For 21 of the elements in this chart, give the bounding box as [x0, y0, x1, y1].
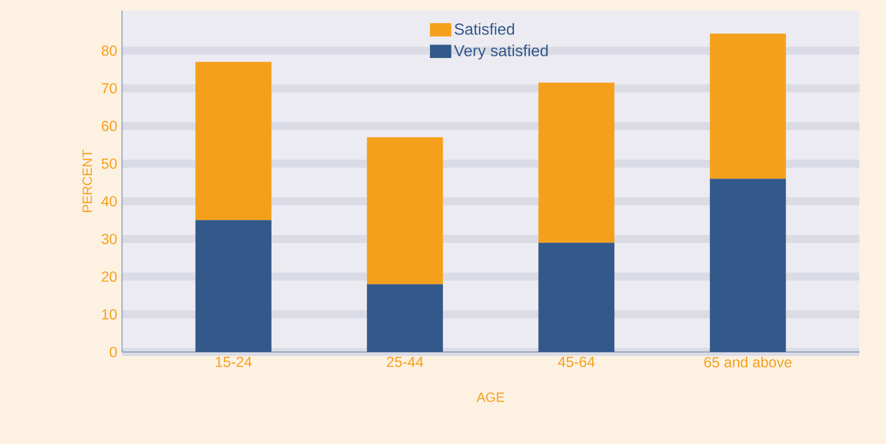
legend-label: Very satisfied: [454, 44, 548, 60]
y-tick-label: 80: [102, 45, 117, 56]
bar: [710, 34, 786, 179]
bar: [366, 137, 443, 284]
x-tick-label: 45-64: [558, 356, 595, 368]
y-tick-label: 20: [102, 271, 117, 282]
y-tick-label: 60: [102, 120, 117, 132]
y-tick-label: 30: [102, 234, 117, 244]
bar: [195, 62, 272, 220]
y-tick-label: 40: [101, 196, 117, 206]
x-tick-label: 65 and above: [704, 356, 792, 368]
y-tick-label: 10: [102, 309, 117, 320]
x-tick-label: 15-24: [216, 356, 252, 368]
y-tick-label: 70: [102, 83, 117, 94]
y-tick-label: 50: [102, 158, 117, 169]
y-axis-title: PERCENT: [82, 150, 92, 212]
y-tick-label: 0: [110, 346, 117, 358]
bar: [538, 82, 614, 243]
x-tick-label: 25-44: [386, 356, 424, 368]
x-axis-title: AGE: [476, 392, 504, 402]
legend-label: Satisfied: [454, 23, 514, 35]
